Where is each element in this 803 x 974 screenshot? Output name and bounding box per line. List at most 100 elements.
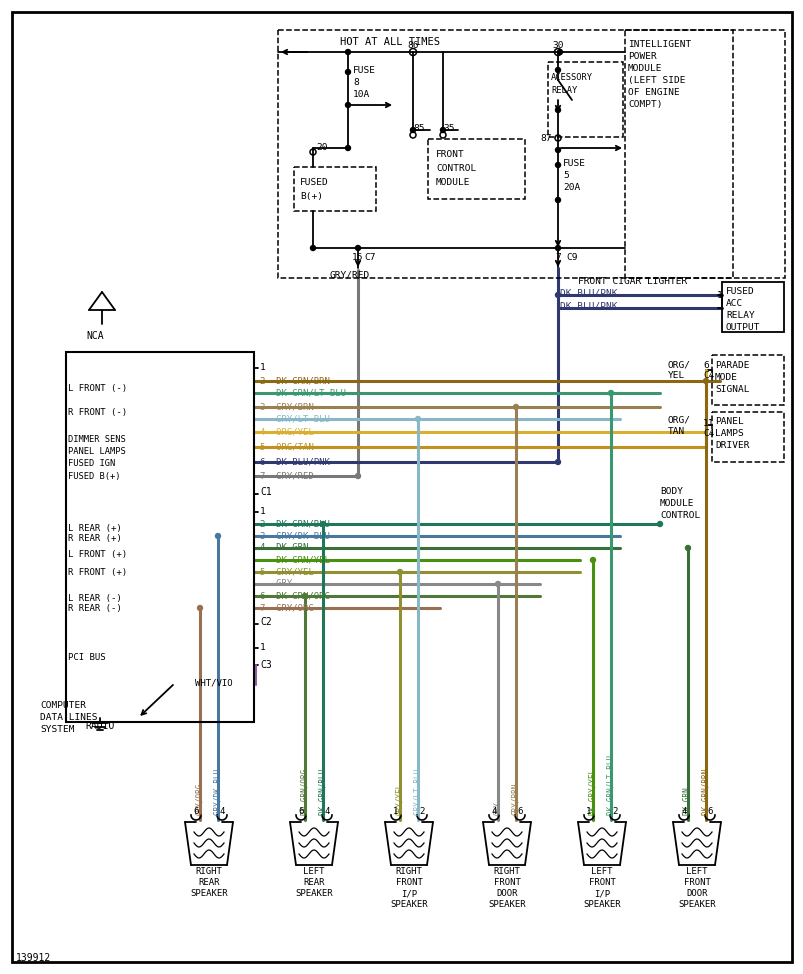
Text: GRY/RED: GRY/RED (329, 271, 370, 280)
Text: 1: 1 (259, 363, 266, 372)
Text: LEFT: LEFT (686, 868, 707, 877)
Text: 3  GRY/DK BLU: 3 GRY/DK BLU (259, 532, 329, 541)
Text: FRONT: FRONT (493, 879, 520, 887)
Circle shape (555, 292, 560, 297)
Text: R FRONT (+): R FRONT (+) (68, 569, 127, 578)
Circle shape (310, 245, 315, 250)
Circle shape (555, 245, 560, 250)
Text: PARADE: PARADE (714, 360, 748, 369)
Text: DK GRN/YEL: DK GRN/YEL (259, 555, 329, 565)
Circle shape (556, 50, 562, 55)
Text: 4: 4 (680, 807, 686, 816)
Text: RADIO: RADIO (85, 721, 115, 731)
Text: R REAR (-): R REAR (-) (68, 604, 121, 613)
Text: FRONT: FRONT (683, 879, 710, 887)
Text: 6  DK BLU/PNK: 6 DK BLU/PNK (259, 458, 329, 467)
Text: B(+): B(+) (300, 192, 323, 201)
Text: DK GRY/YEL: DK GRY/YEL (588, 768, 597, 815)
Text: GRY/LT BLU: GRY/LT BLU (259, 415, 329, 424)
Circle shape (657, 521, 662, 527)
Text: 5: 5 (562, 170, 568, 179)
Text: SYSTEM: SYSTEM (40, 725, 75, 733)
Text: CONTROL: CONTROL (435, 164, 475, 172)
Text: DK BLU/PNK: DK BLU/PNK (560, 302, 617, 311)
Text: DK GRN/BLU: DK GRN/BLU (318, 768, 327, 815)
Bar (278, 30, 732, 278)
Text: FUSE: FUSE (353, 65, 376, 74)
Text: 35: 35 (442, 124, 454, 132)
Text: 6: 6 (702, 360, 708, 369)
Text: GRY/LT BLU: GRY/LT BLU (413, 768, 422, 815)
Text: (LEFT SIDE: (LEFT SIDE (627, 76, 685, 85)
Text: BODY: BODY (659, 488, 683, 497)
Text: FRONT: FRONT (588, 879, 614, 887)
Text: C3: C3 (259, 660, 271, 670)
Text: MODULE: MODULE (627, 63, 662, 72)
Bar (711, 412, 783, 462)
Circle shape (608, 391, 613, 395)
Circle shape (513, 404, 518, 409)
Text: CONTROL: CONTROL (659, 511, 699, 520)
Text: 6  DK GRN/ORG: 6 DK GRN/ORG (259, 591, 329, 601)
Text: 1: 1 (716, 291, 722, 301)
Circle shape (555, 67, 560, 72)
Text: ACC: ACC (725, 298, 742, 308)
Text: L REAR (-): L REAR (-) (68, 593, 121, 603)
Text: OUTPUT: OUTPUT (725, 322, 760, 331)
Text: 6: 6 (516, 807, 522, 816)
Text: 20A: 20A (562, 182, 580, 192)
Text: FRONT: FRONT (395, 879, 422, 887)
Bar (548, 62, 622, 137)
Text: 87: 87 (540, 133, 551, 142)
Text: RELAY: RELAY (550, 86, 577, 94)
Text: SPEAKER: SPEAKER (295, 889, 332, 898)
Circle shape (198, 606, 202, 611)
Text: I/P: I/P (593, 889, 609, 898)
Circle shape (555, 163, 560, 168)
Text: 4  DK GRN: 4 DK GRN (259, 543, 308, 552)
Text: 30: 30 (552, 41, 563, 50)
Text: DK GRN/ORG: DK GRN/ORG (300, 768, 309, 815)
Circle shape (703, 379, 707, 384)
Text: 139912: 139912 (16, 953, 51, 963)
Circle shape (345, 50, 350, 55)
Text: 3  GRY/BRN: 3 GRY/BRN (259, 402, 313, 411)
Text: FUSED B(+): FUSED B(+) (68, 471, 120, 480)
Text: 7  GRY/RED: 7 GRY/RED (259, 471, 313, 480)
Text: FRONT CIGAR LIGHTER: FRONT CIGAR LIGHTER (577, 277, 687, 285)
Text: L FRONT (+): L FRONT (+) (68, 549, 127, 558)
Text: L REAR (+): L REAR (+) (68, 523, 121, 533)
Circle shape (345, 102, 350, 107)
Text: C1: C1 (259, 487, 271, 497)
Text: C7: C7 (364, 252, 375, 261)
Text: 5  ORG/TAN: 5 ORG/TAN (259, 442, 313, 452)
Text: 6: 6 (193, 807, 198, 816)
Text: RELAY: RELAY (725, 311, 754, 319)
Circle shape (555, 198, 560, 203)
Text: GRY/BRN: GRY/BRN (511, 783, 520, 815)
Text: RIGHT: RIGHT (493, 868, 520, 877)
Text: WHT/VIO: WHT/VIO (195, 679, 232, 688)
Text: ORG/: ORG/ (667, 416, 690, 425)
Text: COMPUTER: COMPUTER (40, 700, 86, 709)
Text: 4: 4 (219, 807, 224, 816)
Text: FUSED IGN: FUSED IGN (68, 460, 115, 468)
Text: NCA: NCA (86, 331, 104, 341)
Text: INTELLIGENT: INTELLIGENT (627, 40, 691, 49)
Circle shape (495, 581, 500, 586)
Text: ACESSORY: ACESSORY (550, 72, 593, 82)
Text: 7: 7 (554, 252, 560, 261)
Text: 6: 6 (298, 807, 304, 816)
Text: DK BLU/PNK: DK BLU/PNK (560, 288, 617, 297)
Circle shape (685, 545, 690, 550)
Text: DK GRN: DK GRN (683, 787, 691, 815)
Text: SPEAKER: SPEAKER (582, 901, 620, 910)
Bar (711, 355, 783, 405)
Text: I/P: I/P (401, 889, 417, 898)
Text: DK GRN/LT BLU: DK GRN/LT BLU (259, 389, 345, 397)
Text: DIMMER SENS: DIMMER SENS (68, 435, 125, 444)
Text: DOOR: DOOR (686, 889, 707, 898)
Text: PANEL LAMPS: PANEL LAMPS (68, 447, 125, 457)
Text: GRY: GRY (259, 580, 291, 588)
Text: 86: 86 (407, 41, 418, 50)
